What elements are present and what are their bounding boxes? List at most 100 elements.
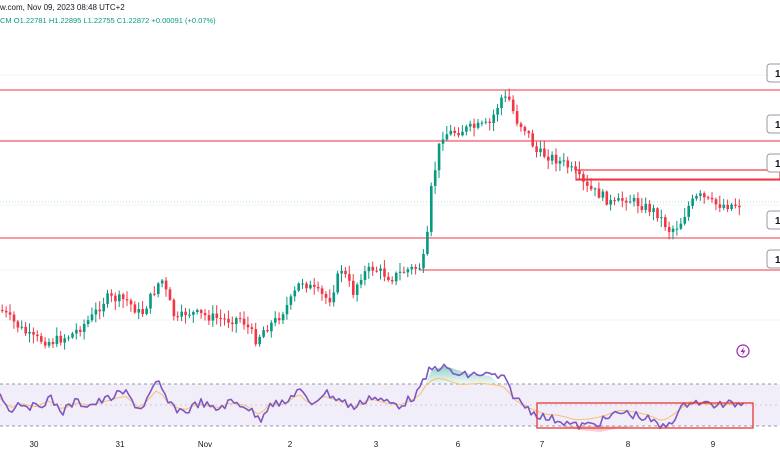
candle-body <box>164 280 168 290</box>
price-label-box <box>766 210 780 230</box>
candle-body <box>687 205 690 217</box>
candle-body <box>402 271 406 273</box>
rsi-oversold-fill <box>560 426 640 432</box>
candle <box>363 265 367 286</box>
candle-body <box>730 204 733 210</box>
candle <box>352 274 355 299</box>
candle-body <box>531 133 534 147</box>
candle <box>51 338 55 348</box>
candle-body <box>476 122 480 128</box>
candle <box>515 104 519 127</box>
candle-body <box>129 300 133 305</box>
candle <box>644 197 648 214</box>
candle-body <box>8 312 12 315</box>
candle <box>426 225 429 256</box>
candle-body <box>375 270 378 272</box>
ohlc-close: C1.22872 <box>116 16 150 25</box>
candle-body <box>238 318 242 320</box>
candle <box>652 204 655 221</box>
candle-body <box>36 334 39 337</box>
candle <box>8 304 12 321</box>
candle <box>726 199 729 213</box>
candle-body <box>59 335 63 343</box>
candle-body <box>160 280 164 284</box>
candle <box>40 332 43 345</box>
candle <box>383 260 386 282</box>
candle-body <box>550 154 554 161</box>
candle-body <box>632 197 636 202</box>
candle <box>90 307 94 323</box>
price-label: 1 <box>766 249 780 269</box>
candle <box>441 131 445 151</box>
candle-body <box>441 139 445 144</box>
candle <box>504 90 507 103</box>
candle <box>79 326 82 337</box>
candle <box>340 265 343 283</box>
candle <box>566 156 570 174</box>
candle-body <box>305 283 308 289</box>
candle <box>410 264 414 275</box>
replay-icon-wrap[interactable] <box>736 344 750 358</box>
candle <box>82 319 86 340</box>
candle <box>168 287 172 301</box>
time-tick-label: 2 <box>288 440 293 449</box>
candle-body <box>352 280 355 295</box>
candle <box>219 309 222 327</box>
candle <box>433 161 437 194</box>
candle-body <box>340 270 343 274</box>
candle <box>605 190 609 206</box>
grid <box>0 74 780 321</box>
candle <box>730 203 733 212</box>
candle <box>227 310 230 328</box>
candle <box>480 120 484 127</box>
candle <box>293 286 297 302</box>
candle-body <box>726 204 729 210</box>
candle-body <box>332 292 336 303</box>
candle <box>558 156 562 171</box>
price-label-text: 1 <box>775 159 780 170</box>
candle-body <box>433 170 437 186</box>
candle <box>59 331 63 346</box>
candle-body <box>691 198 694 206</box>
candle-body <box>578 170 581 175</box>
candle-body <box>379 268 382 271</box>
candle-body <box>706 197 710 199</box>
candle-body <box>43 341 47 346</box>
time-axis: 30 31 Nov 2 3 6 7 8 9 <box>30 440 716 449</box>
candle <box>110 289 113 303</box>
candle-body <box>227 318 230 323</box>
time-tick-label: 31 <box>116 440 125 449</box>
candle-body <box>40 336 43 342</box>
candle <box>55 327 59 348</box>
candle-body <box>449 130 453 135</box>
candle <box>32 327 35 344</box>
candle-body <box>469 123 472 127</box>
candle-body <box>609 200 612 205</box>
candle <box>359 274 363 289</box>
candle-body <box>125 299 129 301</box>
candle <box>562 153 566 167</box>
ohlc-low: L1.22755 <box>83 16 115 25</box>
candle-body <box>359 280 363 285</box>
level-zone <box>575 169 780 181</box>
candle-body <box>24 326 27 334</box>
candle-body <box>207 315 211 321</box>
candle-body <box>172 299 176 317</box>
candle-body <box>589 185 593 190</box>
candle <box>258 334 261 347</box>
candle <box>625 197 628 211</box>
candle-body <box>394 272 398 282</box>
candle <box>734 198 737 209</box>
candle-body <box>266 330 269 332</box>
time-tick-label: 9 <box>711 440 716 449</box>
candle <box>102 297 105 317</box>
candle <box>484 118 488 125</box>
candle-body <box>457 132 460 136</box>
candle-body <box>671 228 675 232</box>
candle <box>67 335 70 342</box>
candle-body <box>211 313 215 321</box>
candle <box>492 109 495 132</box>
candle-body <box>543 148 546 157</box>
